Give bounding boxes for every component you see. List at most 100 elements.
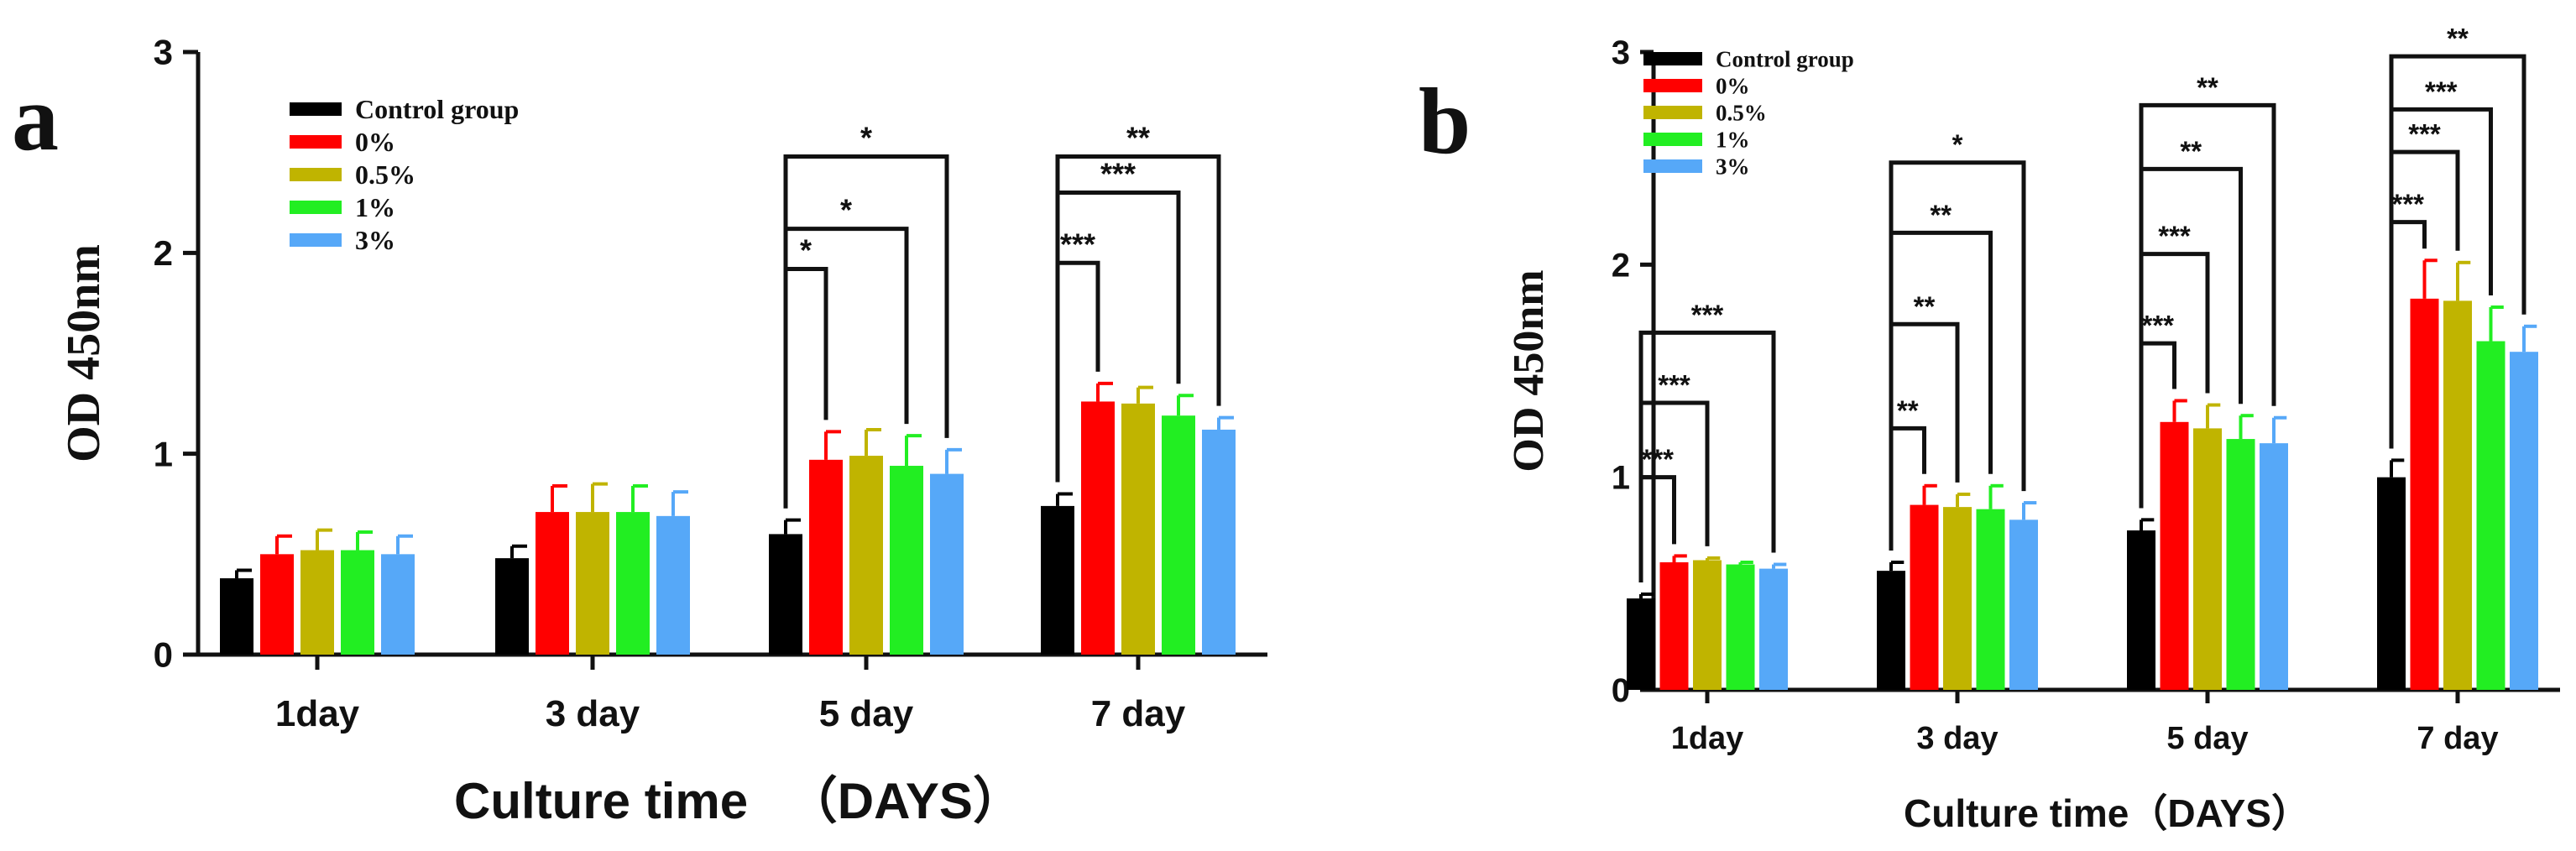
significance-label: *** <box>1060 227 1095 261</box>
significance-label: *** <box>1658 369 1690 400</box>
bar-3--2 <box>930 473 964 655</box>
bar-0-5--1 <box>576 512 609 655</box>
significance-label: *** <box>1641 444 1674 475</box>
bar-3--0 <box>381 554 415 655</box>
significance-bracket <box>2139 102 2276 509</box>
bar-0--0 <box>260 554 294 655</box>
significance-label: *** <box>2158 221 2191 252</box>
y-axis-title: OD 450nm <box>1505 269 1553 472</box>
bar-0-5--2 <box>849 456 883 655</box>
x-category-label: 1day <box>275 693 360 734</box>
bar-0--0 <box>1659 562 1689 690</box>
significance-bracket <box>2389 54 2526 449</box>
significance-label: ** <box>2180 135 2202 166</box>
significance-label: ** <box>1914 290 1936 321</box>
x-category-label: 3 day <box>546 693 640 734</box>
significance-label: * <box>840 193 852 227</box>
significance-bracket <box>1889 160 2026 551</box>
bar-3--1 <box>2009 519 2038 690</box>
significance-label: *** <box>1100 157 1136 191</box>
bar-3--3 <box>2510 352 2538 690</box>
bar-0-5--3 <box>1121 403 1155 655</box>
x-category-label: 1day <box>1671 721 1744 756</box>
significance-label: *** <box>2141 310 2174 341</box>
bar-0-5--3 <box>2443 300 2472 690</box>
bar-0--2 <box>2160 421 2189 690</box>
panel-a-chart: a 0 1 2 3 OD 450nm Culture time （DAYS） 1day 3 da… <box>12 33 1267 829</box>
bar-control-group-2 <box>769 534 802 655</box>
x-category-label: 7 day <box>2417 721 2498 756</box>
legend-label: 0% <box>355 127 395 157</box>
legend-label: 3% <box>355 225 395 255</box>
significance-label: ** <box>1930 199 1952 230</box>
bar-1--1 <box>616 512 650 655</box>
bar-0-5--1 <box>1943 507 1972 690</box>
significance-label: ** <box>2197 71 2218 102</box>
panel-b-chart: b 0 1 2 3 OD 450nm Culture time（DAYS） 1day 3 day… <box>1419 23 2560 835</box>
y-tick-label: 0 <box>154 635 173 675</box>
bar-3--2 <box>2260 443 2288 690</box>
bar-control-group-3 <box>2377 477 2406 690</box>
legend-swatch <box>1643 159 1702 173</box>
legend-label: 1% <box>1716 127 1750 152</box>
bar-0--3 <box>1081 401 1115 655</box>
legend-label: 0% <box>1716 73 1750 98</box>
y-tick-label: 3 <box>1612 34 1630 71</box>
x-axis-title: Culture time（DAYS） <box>1904 791 2310 835</box>
legend-label: Control group <box>355 94 519 124</box>
bar-0-5--0 <box>300 550 334 655</box>
bar-1--0 <box>341 550 374 655</box>
significance-label: *** <box>1691 299 1724 330</box>
significance-bracket <box>1638 330 1776 582</box>
legend-label: 0.5% <box>355 159 415 190</box>
legend-swatch <box>290 135 342 149</box>
bar-0--2 <box>809 459 843 655</box>
y-tick-label: 1 <box>1612 460 1630 497</box>
bar-0--1 <box>1910 504 1939 690</box>
y-tick-label: 1 <box>154 434 173 473</box>
significance-bracket <box>2389 107 2493 449</box>
significance-bracket <box>1055 154 1221 483</box>
bar-1--3 <box>2476 341 2505 690</box>
significance-label: *** <box>2425 76 2458 107</box>
legend-swatch <box>1643 52 1702 65</box>
bar-3--0 <box>1759 568 1788 690</box>
bar-0--1 <box>536 512 569 655</box>
y-axis-title: OD 450nm <box>58 244 110 462</box>
significance-label: *** <box>2408 118 2441 149</box>
legend-swatch <box>1643 79 1702 92</box>
x-category-label: 5 day <box>2166 721 2248 756</box>
bar-1--2 <box>890 466 923 655</box>
legend-swatch <box>290 168 342 181</box>
significance-label: *** <box>2391 189 2424 220</box>
x-category-label: 3 day <box>1916 721 1998 756</box>
x-category-label: 5 day <box>819 693 914 734</box>
significance-label: * <box>1952 129 1963 160</box>
significance-label: ** <box>1897 394 1919 426</box>
bar-1--3 <box>1162 415 1195 655</box>
bar-0-5--2 <box>2193 428 2222 690</box>
bar-0--3 <box>2410 298 2439 690</box>
y-tick-label: 0 <box>1612 672 1630 709</box>
panel-letter: a <box>12 66 59 170</box>
bar-control-group-1 <box>495 558 529 655</box>
legend-label: 1% <box>355 192 395 222</box>
y-tick-label: 2 <box>1612 247 1630 284</box>
y-tick-label: 3 <box>154 33 173 72</box>
bar-1--0 <box>1726 564 1755 690</box>
legend-swatch <box>1643 106 1702 119</box>
y-tick-label: 2 <box>154 233 173 273</box>
bar-3--3 <box>1202 429 1236 655</box>
significance-bracket <box>783 154 949 509</box>
panel-letter: b <box>1419 70 1471 174</box>
bar-control-group-1 <box>1877 571 1905 690</box>
legend-label: 0.5% <box>1716 100 1767 125</box>
bar-1--2 <box>2226 439 2255 690</box>
legend-swatch <box>1643 133 1702 146</box>
significance-label: * <box>860 120 872 154</box>
bar-control-group-3 <box>1041 505 1074 655</box>
legend-label: Control group <box>1716 46 1854 71</box>
significance-label: ** <box>2447 23 2469 54</box>
significance-label: ** <box>1126 120 1150 154</box>
bar-control-group-2 <box>2127 530 2155 690</box>
